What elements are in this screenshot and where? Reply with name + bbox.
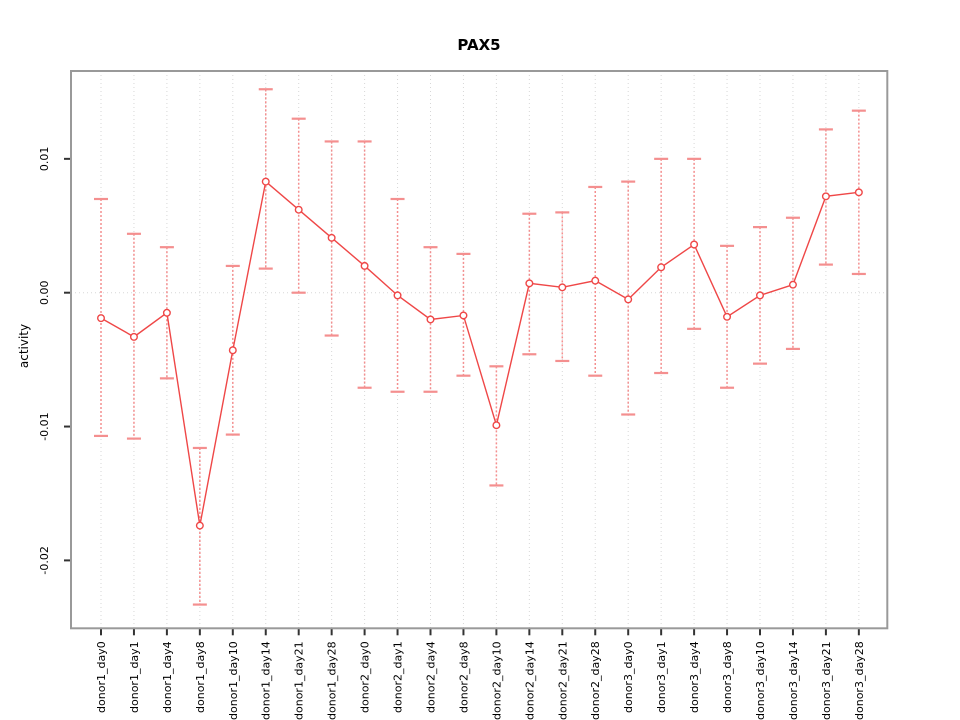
data-point (294, 205, 303, 214)
y-tick-label: -0.01 (38, 412, 51, 440)
data-point (624, 295, 633, 304)
data-point (162, 308, 171, 317)
x-tick-label: donor3_day8 (721, 641, 734, 713)
data-point (525, 279, 534, 288)
data-point (195, 521, 204, 530)
plot-border (70, 70, 889, 630)
data-point (492, 421, 501, 430)
data-point (393, 291, 402, 300)
x-tick-label: donor3_day0 (622, 641, 635, 713)
y-tick-label: 0.01 (38, 147, 51, 172)
data-point (261, 177, 270, 186)
x-tick-label: donor2_day4 (425, 641, 438, 713)
data-point (96, 314, 105, 323)
y-axis-label: activity (17, 324, 31, 368)
y-tick-label: -0.02 (38, 546, 51, 574)
data-point (756, 291, 765, 300)
gridlines (71, 71, 888, 629)
chart-title: PAX5 (457, 36, 500, 54)
x-tick-label: donor1_day21 (293, 641, 306, 720)
data-point (360, 261, 369, 270)
x-tick-label: donor2_day14 (523, 641, 536, 720)
x-tick-label: donor1_day4 (161, 641, 174, 713)
data-point (129, 332, 138, 341)
x-tick-label: donor2_day0 (359, 641, 372, 713)
x-tick-label: donor1_day1 (128, 641, 141, 713)
x-tick-label: donor1_day14 (260, 641, 273, 720)
x-tick-label: donor2_day1 (392, 641, 405, 713)
y-tick-label: 0.00 (38, 280, 51, 305)
data-point (591, 276, 600, 285)
x-tick-label: donor2_day28 (589, 641, 602, 720)
data-point (558, 283, 567, 292)
x-tick-label: donor2_day21 (556, 641, 569, 720)
data-point (228, 346, 237, 355)
data-point (426, 315, 435, 324)
x-tick-label: donor1_day0 (95, 641, 108, 713)
x-tick-label: donor2_day8 (457, 641, 470, 713)
data-line-group (100, 180, 859, 526)
data-points (96, 177, 863, 530)
axes: 0.01 0.00 -0.01 -0.02 donor1_day0 donor1_day1… (38, 70, 889, 720)
x-tick-label: donor1_day8 (194, 641, 207, 713)
x-tick-label: donor3_day10 (754, 641, 767, 720)
data-point (690, 240, 699, 249)
error-bars (94, 88, 866, 606)
data-point (788, 280, 797, 289)
data-point (459, 311, 468, 320)
x-tick-label: donor3_day28 (853, 641, 866, 720)
data-point (723, 312, 732, 321)
x-tick-label: donor1_day10 (227, 641, 240, 720)
data-point (657, 263, 666, 272)
data-point (821, 192, 830, 201)
x-tick-label: donor3_day14 (787, 641, 800, 720)
x-tick-label: donor3_day1 (655, 641, 668, 713)
x-tick-label: donor2_day10 (490, 641, 503, 720)
data-point (854, 188, 863, 197)
data-line (100, 180, 859, 526)
x-tick-label: donor3_day21 (820, 641, 833, 720)
data-point (327, 233, 336, 242)
x-tick-label: donor1_day28 (326, 641, 339, 720)
x-tick-label: donor3_day4 (688, 641, 701, 713)
